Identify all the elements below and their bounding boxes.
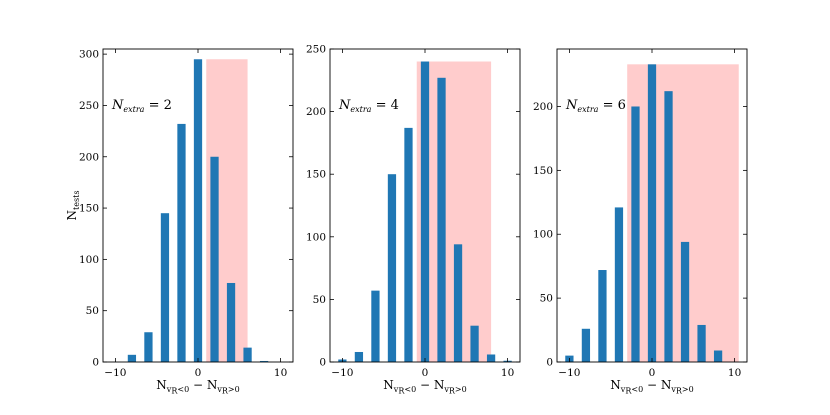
x-tick-label: 0	[422, 367, 429, 379]
annotation: Nextra = 2	[111, 98, 172, 114]
annotation: Nextra = 6	[565, 98, 626, 114]
bar	[598, 270, 607, 362]
bar	[631, 106, 640, 362]
bar	[680, 241, 690, 362]
x-axis-label: NvR<0 − NvR>0	[383, 378, 466, 396]
bar	[486, 354, 496, 362]
y-tick-label: 0	[546, 357, 553, 369]
y-tick-label: 250	[306, 44, 326, 56]
y-tick-label: 150	[79, 203, 99, 215]
y-tick-label: 0	[92, 357, 99, 369]
bar	[160, 213, 170, 362]
bar	[614, 207, 624, 362]
bar	[453, 244, 463, 362]
x-axis-label: NvR<0 − NvR>0	[156, 378, 239, 396]
y-tick-label: 0	[319, 357, 326, 369]
y-tick-label: 200	[533, 101, 553, 113]
x-tick-label: −10	[331, 367, 353, 379]
y-tick-label: 50	[86, 305, 99, 317]
y-tick-label: 100	[306, 231, 326, 243]
x-tick-label: 0	[649, 367, 656, 379]
bar	[713, 350, 723, 362]
bar	[259, 360, 269, 362]
y-tick-label: 150	[306, 169, 326, 181]
x-tick-label: 10	[728, 367, 741, 379]
y-tick-label: 300	[79, 49, 99, 61]
bar	[581, 328, 591, 362]
bar	[354, 351, 364, 362]
y-tick-label: 100	[533, 229, 553, 241]
bar	[387, 174, 397, 362]
y-tick-label: 250	[79, 100, 99, 112]
bar	[664, 91, 673, 363]
x-tick-label: −10	[558, 367, 580, 379]
bar	[437, 77, 446, 363]
y-tick-label: 200	[306, 106, 326, 118]
bar	[193, 59, 203, 362]
x-tick-label: 0	[195, 367, 202, 379]
bar	[177, 123, 186, 362]
bar	[210, 156, 219, 362]
x-tick-label: −10	[104, 367, 126, 379]
y-tick-label: 200	[79, 151, 99, 163]
bar	[470, 325, 479, 362]
bar	[243, 347, 252, 362]
bar	[144, 332, 153, 362]
bar	[127, 354, 137, 362]
bar	[647, 64, 657, 362]
bar	[371, 290, 380, 362]
y-tick-label: 50	[540, 293, 553, 305]
bar	[226, 282, 236, 362]
y-tick-label: 100	[79, 254, 99, 266]
x-axis-label: NvR<0 − NvR>0	[610, 378, 693, 396]
x-tick-label: 10	[501, 367, 514, 379]
bar	[697, 324, 706, 362]
annotation: Nextra = 4	[338, 98, 399, 114]
y-tick-label: 150	[533, 165, 553, 177]
y-tick-label: 50	[313, 294, 326, 306]
bar	[420, 61, 430, 363]
y-axis-label: Ntests	[65, 191, 81, 221]
x-tick-label: 10	[274, 367, 287, 379]
bar	[404, 127, 413, 362]
